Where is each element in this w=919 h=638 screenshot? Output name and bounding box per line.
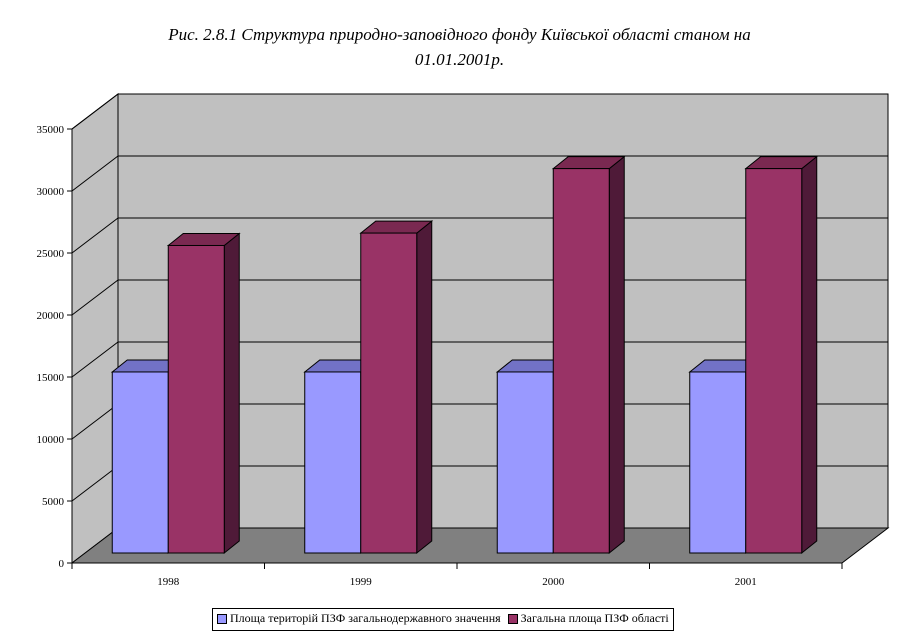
bar-front [689, 371, 747, 554]
bar-2-1998 [166, 232, 241, 555]
bar-front [111, 371, 169, 554]
gridline-side [71, 217, 119, 254]
bar-side [801, 155, 818, 555]
bar-side [608, 155, 625, 555]
y-tick-label: 25000 [37, 248, 65, 260]
chart-title: Рис. 2.8.1 Структура природно-заповідног… [0, 22, 919, 72]
y-tick-label: 20000 [37, 310, 65, 322]
legend-label-series-1: Площа територій ПЗФ загальнодержавного з… [230, 611, 501, 625]
bar-front [167, 244, 225, 554]
legend-swatch-series-1 [217, 613, 227, 624]
bar-front [304, 371, 362, 554]
x-tick-label: 1998 [157, 576, 180, 588]
y-tick-label: 0 [59, 558, 65, 570]
bar-side [416, 220, 433, 555]
y-tick-label: 5000 [42, 496, 65, 508]
chart-title-line-2: 01.01.2001р. [414, 50, 505, 69]
gridline-side [71, 93, 119, 130]
legend-label-series-2: Загальна площа ПЗФ області [520, 611, 669, 625]
bar-front [496, 371, 554, 554]
x-tick-label: 2001 [735, 576, 757, 588]
x-tick-label: 1999 [350, 576, 373, 588]
bar-front [360, 232, 418, 554]
gridline-side [71, 279, 119, 316]
legend-item-series-2: Загальна площа ПЗФ області [507, 610, 669, 627]
legend-swatch-series-2 [507, 613, 518, 624]
y-tick-label: 10000 [37, 434, 65, 446]
bar-side [223, 232, 240, 555]
x-tick-label: 2000 [542, 576, 565, 588]
chart-legend: Площа територій ПЗФ загальнодержавного з… [212, 608, 674, 631]
y-tick-label: 30000 [37, 186, 65, 198]
gridline-side [71, 403, 119, 440]
bar-front [552, 168, 610, 554]
y-tick-label: 35000 [37, 124, 65, 136]
chart-title-line-1: Рис. 2.8.1 Структура природно-заповідног… [168, 25, 751, 44]
bar-front [745, 168, 803, 554]
bar-2-2000 [551, 155, 626, 555]
gridline-side [71, 465, 119, 502]
gridline-side [71, 155, 119, 192]
bar-chart: 0 5000 10000 15000 20000 25000 30000 35000 1998 1… [37, 92, 890, 588]
legend-item-series-1: Площа територій ПЗФ загальнодержавного з… [217, 610, 501, 627]
bar-2-1999 [359, 220, 434, 555]
bar-2-2001 [744, 155, 819, 555]
gridline-side [71, 341, 119, 378]
y-tick-label: 15000 [37, 372, 65, 384]
side-wall [71, 92, 119, 565]
